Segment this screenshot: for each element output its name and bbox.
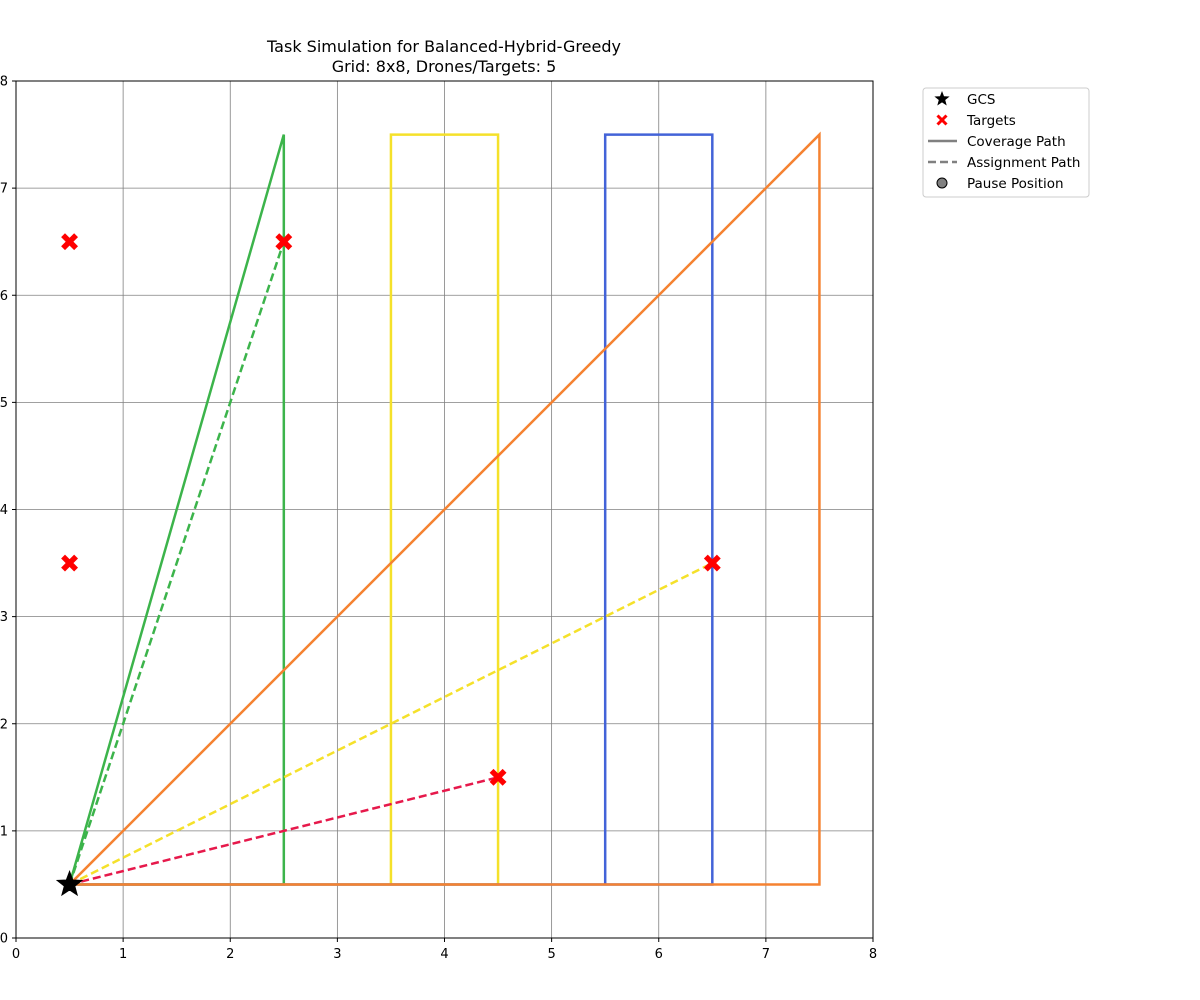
legend-label: Targets <box>966 113 1016 129</box>
legend-target-icon <box>936 114 948 126</box>
chart-subtitle: Grid: 8x8, Drones/Targets: 5 <box>332 57 557 76</box>
y-tick-label: 2 <box>0 717 8 732</box>
y-tick-label: 3 <box>0 610 8 625</box>
y-tick-label: 5 <box>0 396 8 411</box>
y-tick-label: 8 <box>0 75 8 90</box>
legend-label: Assignment Path <box>967 155 1080 171</box>
x-tick-label: 3 <box>333 947 341 962</box>
target-marker-stroke <box>703 554 721 572</box>
legend: GCS Targets Coverage Path Assignment Path Pa… <box>922 87 1090 198</box>
assignment-path-line <box>69 776 499 886</box>
x-tick-label: 5 <box>547 947 555 962</box>
x-tick-label: 6 <box>655 947 663 962</box>
target-marker-stroke <box>936 114 948 126</box>
target-marker-stroke <box>489 768 507 786</box>
coverage-path-line <box>68 131 821 886</box>
assignment-path-line <box>68 241 285 885</box>
y-tick-label: 1 <box>0 824 8 839</box>
target-marker <box>703 554 721 572</box>
legend-label: Pause Position <box>967 176 1064 192</box>
markers <box>55 233 721 897</box>
coverage-paths <box>68 131 821 886</box>
target-marker-stroke <box>61 554 79 572</box>
axis-ticks: 0 1 2 3 4 5 6 7 8 0 1 2 3 4 5 6 7 8 <box>0 75 877 963</box>
target-marker <box>61 554 79 572</box>
y-tick-label: 0 <box>0 932 8 947</box>
y-tick-label: 4 <box>0 503 8 518</box>
x-tick-label: 0 <box>12 947 20 962</box>
assignment-paths <box>68 241 713 886</box>
x-tick-label: 1 <box>119 947 127 962</box>
target-marker <box>275 233 293 251</box>
target-marker-stroke <box>275 233 293 251</box>
legend-star-icon <box>934 91 950 106</box>
legend-label: GCS <box>967 92 995 108</box>
x-tick-label: 4 <box>440 947 448 962</box>
gcs-star-marker <box>55 870 84 897</box>
chart-title: Task Simulation for Balanced-Hybrid-Gree… <box>266 37 621 56</box>
x-tick-label: 2 <box>226 947 234 962</box>
legend-label: Coverage Path <box>967 134 1066 150</box>
target-marker-stroke <box>61 233 79 251</box>
x-tick-label: 7 <box>762 947 770 962</box>
x-tick-label: 8 <box>869 947 877 962</box>
y-tick-label: 7 <box>0 182 8 197</box>
target-marker <box>61 233 79 251</box>
y-tick-label: 6 <box>0 289 8 304</box>
target-marker <box>489 768 507 786</box>
legend-box <box>922 87 1090 198</box>
legend-circle-icon <box>936 177 948 189</box>
